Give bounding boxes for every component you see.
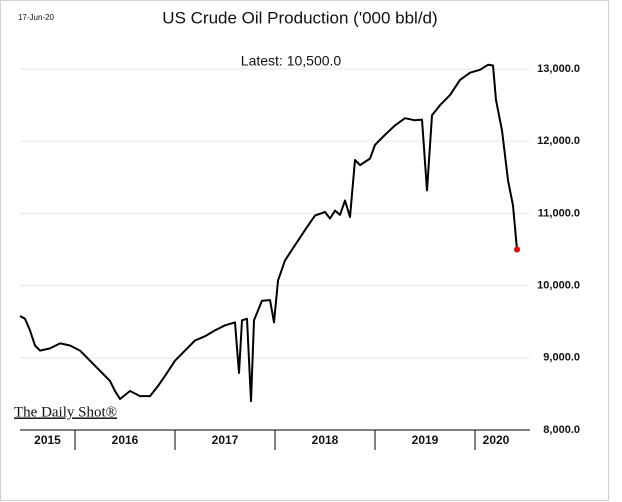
x-tick-label: 2016 — [112, 433, 139, 447]
latest-point — [514, 246, 520, 253]
y-tick-label: 12,000.0 — [537, 135, 580, 147]
annotation: Latest: 10,500.0 — [241, 53, 342, 69]
frame — [0, 0, 609, 501]
x-tick-label: 2020 — [483, 433, 510, 447]
date: 17-Jun-20 — [18, 13, 55, 22]
y-tick-label: 13,000.0 — [537, 63, 580, 75]
x-tick-label: 2018 — [312, 433, 339, 447]
x-tick-label: 2015 — [34, 433, 61, 447]
y-tick-label: 8,000.0 — [543, 424, 580, 436]
chart-title: US Crude Oil Production ('000 bbl/d) — [162, 8, 437, 27]
line — [19, 63, 518, 403]
x-tick-label: 2019 — [412, 433, 439, 447]
x-tick-label: 2017 — [212, 433, 239, 447]
watermark: The Daily Shot® — [14, 404, 117, 420]
y-tick-label: 11,000.0 — [538, 207, 580, 219]
y-tick-label: 10,000.0 — [537, 280, 580, 292]
y-tick-label: 9,000.0 — [543, 352, 580, 364]
